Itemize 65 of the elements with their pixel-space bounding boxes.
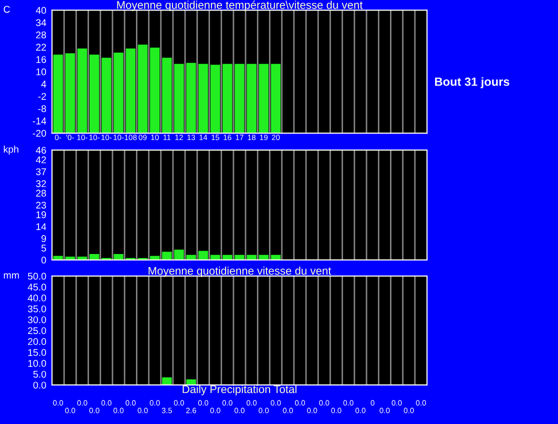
y-tick-label: 46 (36, 146, 46, 154)
y-tick-label: 10 (36, 68, 46, 76)
y-axis-title: mm (4, 273, 19, 279)
y-tick-label: 19 (36, 211, 46, 218)
bar (150, 48, 160, 134)
y-tick-label: 15.0 (28, 349, 46, 356)
bar (162, 58, 172, 134)
bar (126, 48, 136, 134)
y-tick-label: 23 (36, 202, 46, 209)
y-tick-label: 40.0 (28, 294, 46, 302)
y-tick-label: 10.0 (28, 360, 46, 367)
y-tick-label: 40 (36, 6, 46, 14)
y-tick-label: -8 (38, 105, 46, 112)
bar (90, 254, 100, 260)
y-tick-label: 28 (36, 190, 46, 197)
y-tick-label: 22 (36, 44, 46, 51)
bar (90, 54, 100, 134)
y-axis-title: kph (4, 146, 18, 155)
y-tick-label: 45.0 (28, 284, 46, 291)
bar (114, 254, 124, 260)
y-tick-label: 0 (41, 256, 46, 264)
bar (65, 53, 75, 134)
y-tick-label: 37 (36, 168, 46, 176)
y-tick-label: 28 (36, 32, 46, 38)
y-tick-label: 42 (36, 156, 46, 164)
y-tick-label: -14 (32, 118, 46, 124)
y-tick-label: 16 (36, 56, 46, 63)
bar (198, 250, 208, 260)
y-tick-label: 5 (41, 244, 46, 252)
y-tick-label: 35.0 (28, 305, 46, 312)
bar (77, 48, 88, 134)
y-tick-label: 14 (36, 223, 46, 230)
bar (174, 64, 184, 134)
bar (246, 64, 256, 134)
bar (114, 52, 124, 134)
bar (138, 44, 148, 134)
y-tick-label: 9 (41, 235, 46, 242)
bar (258, 64, 269, 134)
chart-title: Moyenne quotidienne température\vitesse du vent (117, 0, 363, 12)
chart-title: Moyenne quotidienne vitesse du vent (148, 266, 332, 277)
y-tick-label: 30.0 (28, 316, 46, 324)
bar (186, 62, 196, 134)
bar (270, 64, 281, 134)
y-tick-label: 32 (36, 180, 46, 188)
x-axis-title: Daily Precipitation Total (182, 384, 296, 396)
y-tick-label: 34 (36, 19, 46, 26)
bar (222, 64, 232, 134)
y-tick-label: 4 (41, 80, 46, 88)
y-tick-label: -20 (32, 130, 46, 137)
bar (210, 64, 220, 134)
bar (234, 254, 244, 260)
y-tick-label: 20.0 (28, 338, 46, 346)
y-tick-label: 50.0 (28, 272, 46, 280)
y-axis-title: C (4, 6, 10, 13)
bar (102, 58, 112, 134)
y-tick-label: 5.0 (33, 370, 46, 378)
y-tick-label: -2 (38, 92, 46, 100)
y-tick-label: 25.0 (28, 327, 46, 334)
bar (198, 64, 208, 134)
bar (234, 64, 244, 134)
y-tick-label: 0.0 (33, 382, 46, 389)
bar (174, 250, 184, 260)
bar (162, 252, 172, 260)
bar (53, 54, 63, 134)
text: Bout 31 jours (435, 77, 510, 88)
